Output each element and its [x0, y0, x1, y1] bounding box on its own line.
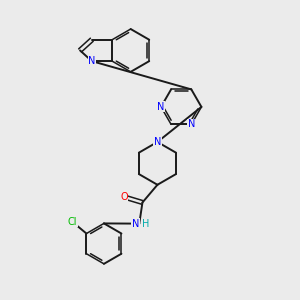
Text: H: H [142, 219, 149, 229]
Text: O: O [120, 192, 128, 202]
Text: N: N [88, 56, 95, 66]
Text: N: N [157, 102, 165, 112]
Text: Cl: Cl [68, 217, 77, 227]
Text: N: N [188, 119, 195, 129]
Text: N: N [154, 137, 161, 147]
Text: N: N [132, 219, 139, 229]
